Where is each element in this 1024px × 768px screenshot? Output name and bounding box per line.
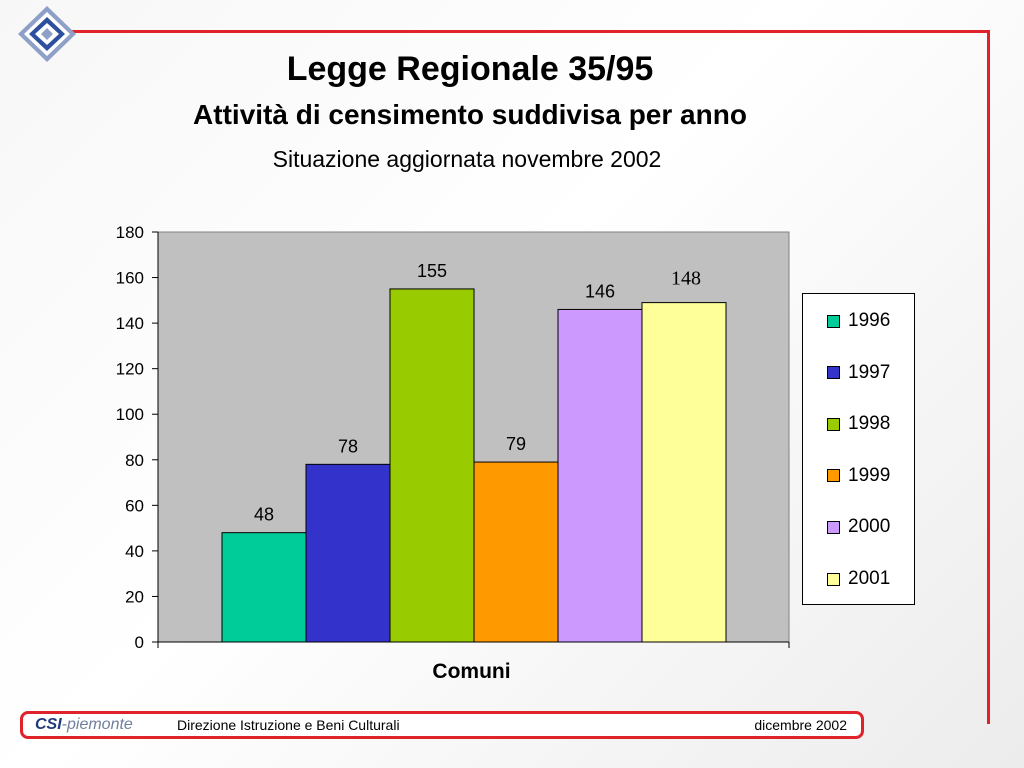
y-tick-label: 140 <box>116 314 144 333</box>
brand-piemonte: -piemonte <box>61 716 133 733</box>
bar-chart: 0 20 40 60 80 100 120 140 160 180 48 78 155 79 146 148 C… <box>116 223 790 683</box>
bar-1996 <box>221 532 307 643</box>
y-tick-label: 60 <box>125 496 144 515</box>
legend-label: 1999 <box>848 464 891 486</box>
footer-brand: CSI-piemonte <box>35 716 133 734</box>
footer-bar: CSI-piemonte Direzione Istruzione e Beni… <box>20 711 864 739</box>
data-label-1997: 78 <box>338 436 358 456</box>
legend-swatch <box>827 366 840 380</box>
legend-label: 1996 <box>848 310 891 331</box>
footer-date: dicembre 2002 <box>754 717 847 733</box>
slide-frame-top <box>58 30 990 33</box>
slide-subtitle: Attività di censimento suddivisa per ann… <box>193 99 747 130</box>
csi-logo-icon <box>18 6 76 62</box>
legend-item-2000: 2000 <box>827 516 890 538</box>
y-tick-label: 40 <box>125 542 144 561</box>
bar-1997 <box>305 463 391 643</box>
y-tick-label: 0 <box>135 633 144 652</box>
x-axis-title: Comuni <box>432 660 510 683</box>
legend-label: 1997 <box>848 361 891 383</box>
y-tick-label: 120 <box>116 360 144 379</box>
slide-frame-right <box>987 30 990 724</box>
legend-swatch <box>827 572 840 586</box>
footer-department: Direzione Istruzione e Beni Culturali <box>177 717 400 733</box>
legend-swatch <box>827 417 840 431</box>
legend-item-1998: 1998 <box>827 413 890 435</box>
data-label-1998: 155 <box>417 261 447 281</box>
legend-label: 1998 <box>848 413 891 435</box>
bar-2001 <box>641 302 727 643</box>
update-note: Situazione aggiornata novembre 2002 <box>272 146 662 172</box>
data-label-1999: 79 <box>506 434 526 454</box>
legend-swatch <box>827 469 840 483</box>
data-label-1996: 48 <box>254 505 274 525</box>
legend-item-1996: 1996 <box>827 310 890 332</box>
y-tick-label: 80 <box>125 451 144 470</box>
legend-swatch <box>827 314 840 328</box>
data-label-2001: 148 <box>671 268 701 290</box>
legend-label: 2001 <box>848 568 891 589</box>
y-tick-label: 20 <box>125 587 144 606</box>
bar-1998 <box>389 288 475 643</box>
legend-item-2001: 2001 <box>827 568 890 590</box>
bar-1999 <box>473 461 559 643</box>
legend-label: 2000 <box>848 516 891 538</box>
bar-2000 <box>557 308 643 643</box>
y-tick-label: 180 <box>116 223 144 242</box>
legend-item-1997: 1997 <box>827 362 890 384</box>
slide-title: Legge Regionale 35/95 <box>286 50 654 88</box>
legend-item-1999: 1999 <box>827 465 890 487</box>
brand-csi: CSI <box>35 716 62 733</box>
data-label-2000: 146 <box>585 281 615 301</box>
chart-legend: 1996 1997 1998 1999 2000 2001 <box>802 293 915 605</box>
legend-swatch <box>827 520 840 534</box>
y-tick-label: 160 <box>116 269 144 288</box>
y-tick-label: 100 <box>116 405 144 424</box>
